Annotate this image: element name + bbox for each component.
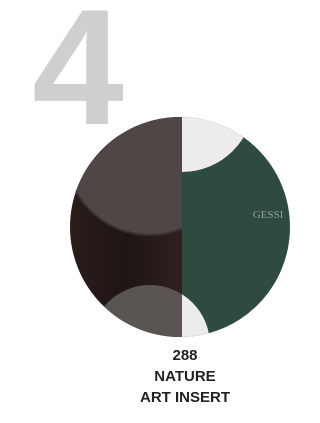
item-number: 4 bbox=[32, 0, 124, 159]
product-name: NATURE bbox=[154, 368, 215, 385]
product-name: ART INSERT bbox=[140, 389, 230, 406]
product-code: 288 bbox=[172, 347, 197, 364]
page: 4 GESSI 288 NATURE ART INSERT (() => { c… bbox=[0, 0, 296, 423]
product-card: 4 GESSI 288 NATURE ART INSERT bbox=[0, 0, 296, 423]
brand-logo: GESSI bbox=[253, 209, 284, 221]
